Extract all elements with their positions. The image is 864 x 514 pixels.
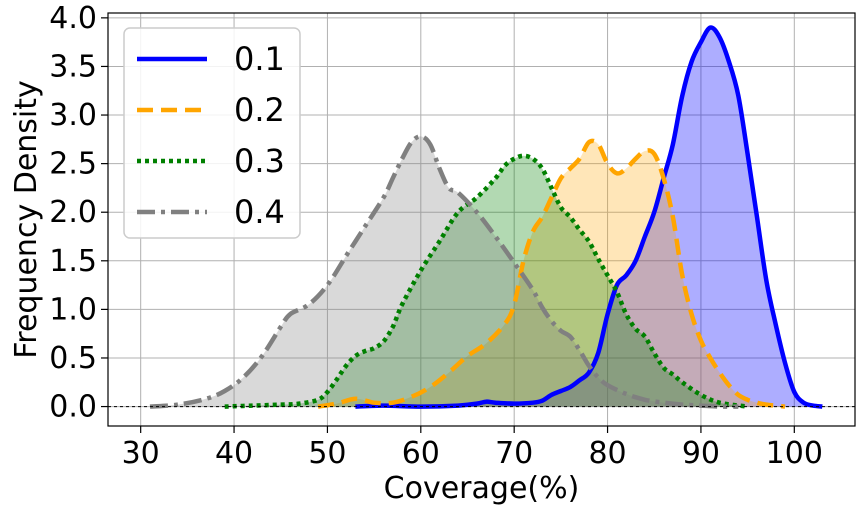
y-tick-label: 0.5 bbox=[49, 341, 97, 376]
x-tick-label: 30 bbox=[122, 436, 160, 471]
y-axis: 0.0 0.5 1.0 1.5 2.0 2.5 3.0 3.5 4.0 bbox=[49, 1, 108, 425]
series-fills bbox=[150, 27, 823, 407]
y-tick-label: 4.0 bbox=[49, 1, 97, 36]
legend-label: 0.2 bbox=[234, 91, 285, 129]
y-tick-label: 1.0 bbox=[49, 292, 97, 327]
series-0.1-area bbox=[355, 27, 823, 407]
legend-label: 0.1 bbox=[234, 40, 285, 78]
y-tick-label: 0.0 bbox=[49, 390, 97, 425]
series-0.4-area bbox=[150, 136, 739, 407]
x-tick-label: 70 bbox=[495, 436, 533, 471]
y-tick-label: 2.0 bbox=[49, 195, 97, 230]
y-tick-label: 3.0 bbox=[49, 98, 97, 133]
legend: 0.1 0.2 0.3 0.4 bbox=[123, 27, 301, 239]
series-0.2-line bbox=[317, 138, 786, 409]
series-0.2-area bbox=[318, 140, 785, 407]
x-tick-label: 80 bbox=[588, 436, 626, 471]
legend-box bbox=[123, 27, 301, 239]
plot-frame bbox=[107, 12, 856, 427]
grid bbox=[108, 13, 855, 426]
x-tick-label: 100 bbox=[766, 436, 823, 471]
x-tick-label: 50 bbox=[308, 436, 346, 471]
x-tick-label: 40 bbox=[215, 436, 253, 471]
series-0.3-area bbox=[224, 155, 748, 407]
series-lines bbox=[149, 25, 823, 409]
series-0.4-line bbox=[149, 134, 739, 409]
x-axis: 30 40 50 60 70 80 90 100 bbox=[122, 426, 823, 471]
y-tick-label: 1.5 bbox=[49, 244, 97, 279]
legend-label: 0.3 bbox=[234, 142, 285, 180]
series-0.3-line bbox=[224, 153, 748, 409]
series-0.1-line bbox=[355, 25, 823, 409]
y-axis-label: Frequency Density bbox=[9, 80, 44, 359]
legend-label: 0.4 bbox=[234, 193, 285, 231]
x-tick-label: 90 bbox=[682, 436, 720, 471]
x-axis-label: Coverage(%) bbox=[384, 471, 580, 506]
y-tick-label: 3.5 bbox=[49, 49, 97, 84]
y-tick-label: 2.5 bbox=[49, 147, 97, 182]
x-tick-label: 60 bbox=[402, 436, 440, 471]
